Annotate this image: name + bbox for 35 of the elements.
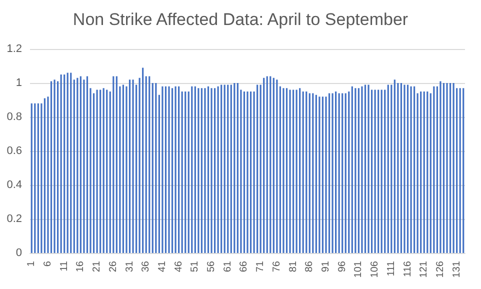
- x-tick-label: 16: [75, 260, 86, 272]
- x-tick-label: 66: [238, 260, 250, 272]
- x-tick-label: 6: [42, 260, 54, 267]
- y-tick-label: 0.6: [6, 145, 22, 157]
- x-tick-label: 86: [304, 260, 316, 272]
- x-tick-label: 81: [288, 260, 299, 272]
- x-tick-label: 71: [255, 260, 266, 272]
- x-tick-label: 36: [140, 260, 152, 272]
- x-tick-label: 46: [173, 260, 184, 272]
- x-tick-label: 31: [124, 260, 136, 272]
- y-tick-label: 0.2: [6, 213, 22, 225]
- y-tick-label: 1: [16, 77, 22, 89]
- x-tick-label: 116: [402, 260, 414, 277]
- x-tick-label: 126: [434, 260, 446, 278]
- x-tick-label: 76: [271, 260, 282, 272]
- x-tick-label: 106: [370, 260, 381, 278]
- y-tick-label: 0.4: [6, 179, 22, 191]
- x-tick-label: 26: [108, 260, 119, 272]
- y-tick-label: 1.2: [6, 43, 22, 55]
- x-tick-label: 41: [156, 260, 168, 272]
- chart-title: Non Strike Affected Data: April to September: [72, 10, 408, 29]
- y-tick-label: 0: [16, 247, 22, 259]
- x-tick-label: 11: [58, 260, 70, 272]
- y-tick-label: 0.8: [6, 111, 22, 123]
- x-tick-label: 21: [92, 260, 103, 272]
- x-tick-label: 111: [386, 260, 397, 276]
- x-tick-label: 96: [336, 260, 348, 272]
- x-tick-label: 101: [353, 260, 364, 278]
- x-tick-label: 131: [451, 260, 462, 278]
- x-tick-label: 1: [26, 260, 38, 267]
- x-tick-label: 121: [418, 260, 430, 278]
- x-tick-label: 91: [320, 260, 332, 272]
- x-tick-label: 56: [206, 260, 218, 272]
- x-tick-label: 61: [222, 260, 234, 272]
- x-tick-label: 51: [190, 260, 201, 272]
